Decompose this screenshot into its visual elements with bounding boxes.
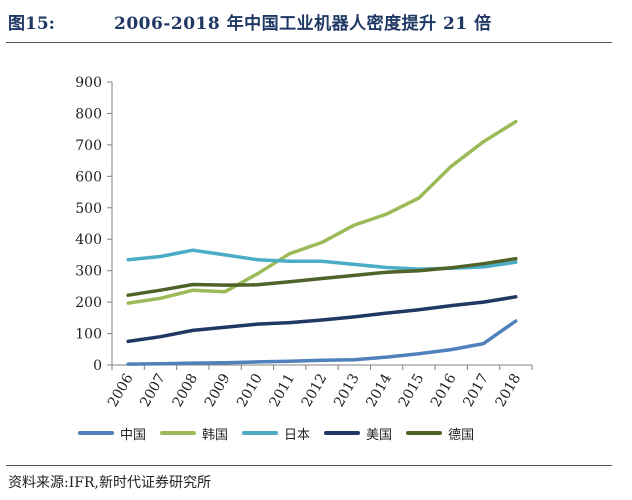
- x-tick-label: 2016: [428, 371, 460, 410]
- legend-swatch: [78, 431, 114, 435]
- legend-label: 韩国: [202, 427, 229, 443]
- x-tick-label: 2008: [170, 371, 202, 410]
- legend-swatch: [160, 431, 197, 435]
- legend-label: 中国: [120, 427, 147, 443]
- series-line: [126, 256, 518, 297]
- legend-item: 韩国: [160, 424, 228, 443]
- chart-axes: [111, 82, 532, 366]
- chart-series: [126, 119, 518, 366]
- legend-item: 中国: [78, 424, 146, 443]
- y-tick-label: 100: [75, 327, 102, 343]
- legend-label: 日本: [284, 427, 311, 443]
- x-tick-label: 2007: [137, 371, 169, 410]
- y-tick-label: 500: [75, 201, 102, 217]
- y-tick-label: 600: [75, 169, 102, 185]
- y-tick-label: 200: [75, 295, 102, 311]
- series-line: [126, 319, 518, 366]
- x-tick-label: 2017: [460, 371, 492, 410]
- y-tick-label: 900: [75, 75, 102, 91]
- footer-divider: [6, 465, 612, 466]
- figure-header: 图15: 2006-2018 年中国工业机器人密度提升 21 倍: [0, 0, 632, 44]
- y-tick-label: 700: [75, 138, 102, 154]
- series-line: [126, 295, 518, 344]
- x-tick-label: 2014: [363, 371, 395, 410]
- series-line: [126, 119, 518, 305]
- legend-swatch: [242, 431, 279, 435]
- legend-swatch: [324, 431, 361, 435]
- figure-label: 图15:: [8, 14, 55, 34]
- y-axis-ticks: 0 100 200 300 400 500 600 700 800 900: [75, 75, 112, 374]
- x-tick-label: 2012: [299, 371, 331, 410]
- x-axis-ticks: 2006 2007 2008 2009 2010 2011 2012 2013 2014 2015…: [105, 365, 533, 410]
- figure-title: 2006-2018 年中国工业机器人密度提升 21 倍: [114, 14, 492, 34]
- source-note: 资料来源:IFR,新时代证券研究所: [8, 475, 211, 491]
- y-tick-label: 800: [75, 106, 102, 122]
- legend-label: 德国: [448, 427, 475, 443]
- x-tick-label: 2018: [493, 371, 525, 410]
- legend-item: 德国: [406, 424, 474, 443]
- legend-item: 日本: [242, 424, 310, 443]
- chart-legend: 中国 韩国 日本 美国 德国: [78, 423, 474, 443]
- x-tick-label: 2009: [202, 371, 234, 410]
- legend-label: 美国: [366, 427, 393, 443]
- x-tick-label: 2015: [396, 371, 428, 410]
- legend-swatch: [406, 431, 443, 435]
- header-divider: [6, 42, 612, 43]
- x-tick-label: 2010: [234, 371, 266, 410]
- y-tick-label: 300: [75, 264, 102, 280]
- legend-item: 美国: [324, 424, 392, 443]
- x-tick-label: 2011: [266, 371, 298, 410]
- y-tick-label: 0: [93, 358, 102, 374]
- x-tick-label: 2006: [105, 371, 137, 410]
- y-tick-label: 400: [75, 232, 102, 248]
- x-tick-label: 2013: [331, 371, 363, 410]
